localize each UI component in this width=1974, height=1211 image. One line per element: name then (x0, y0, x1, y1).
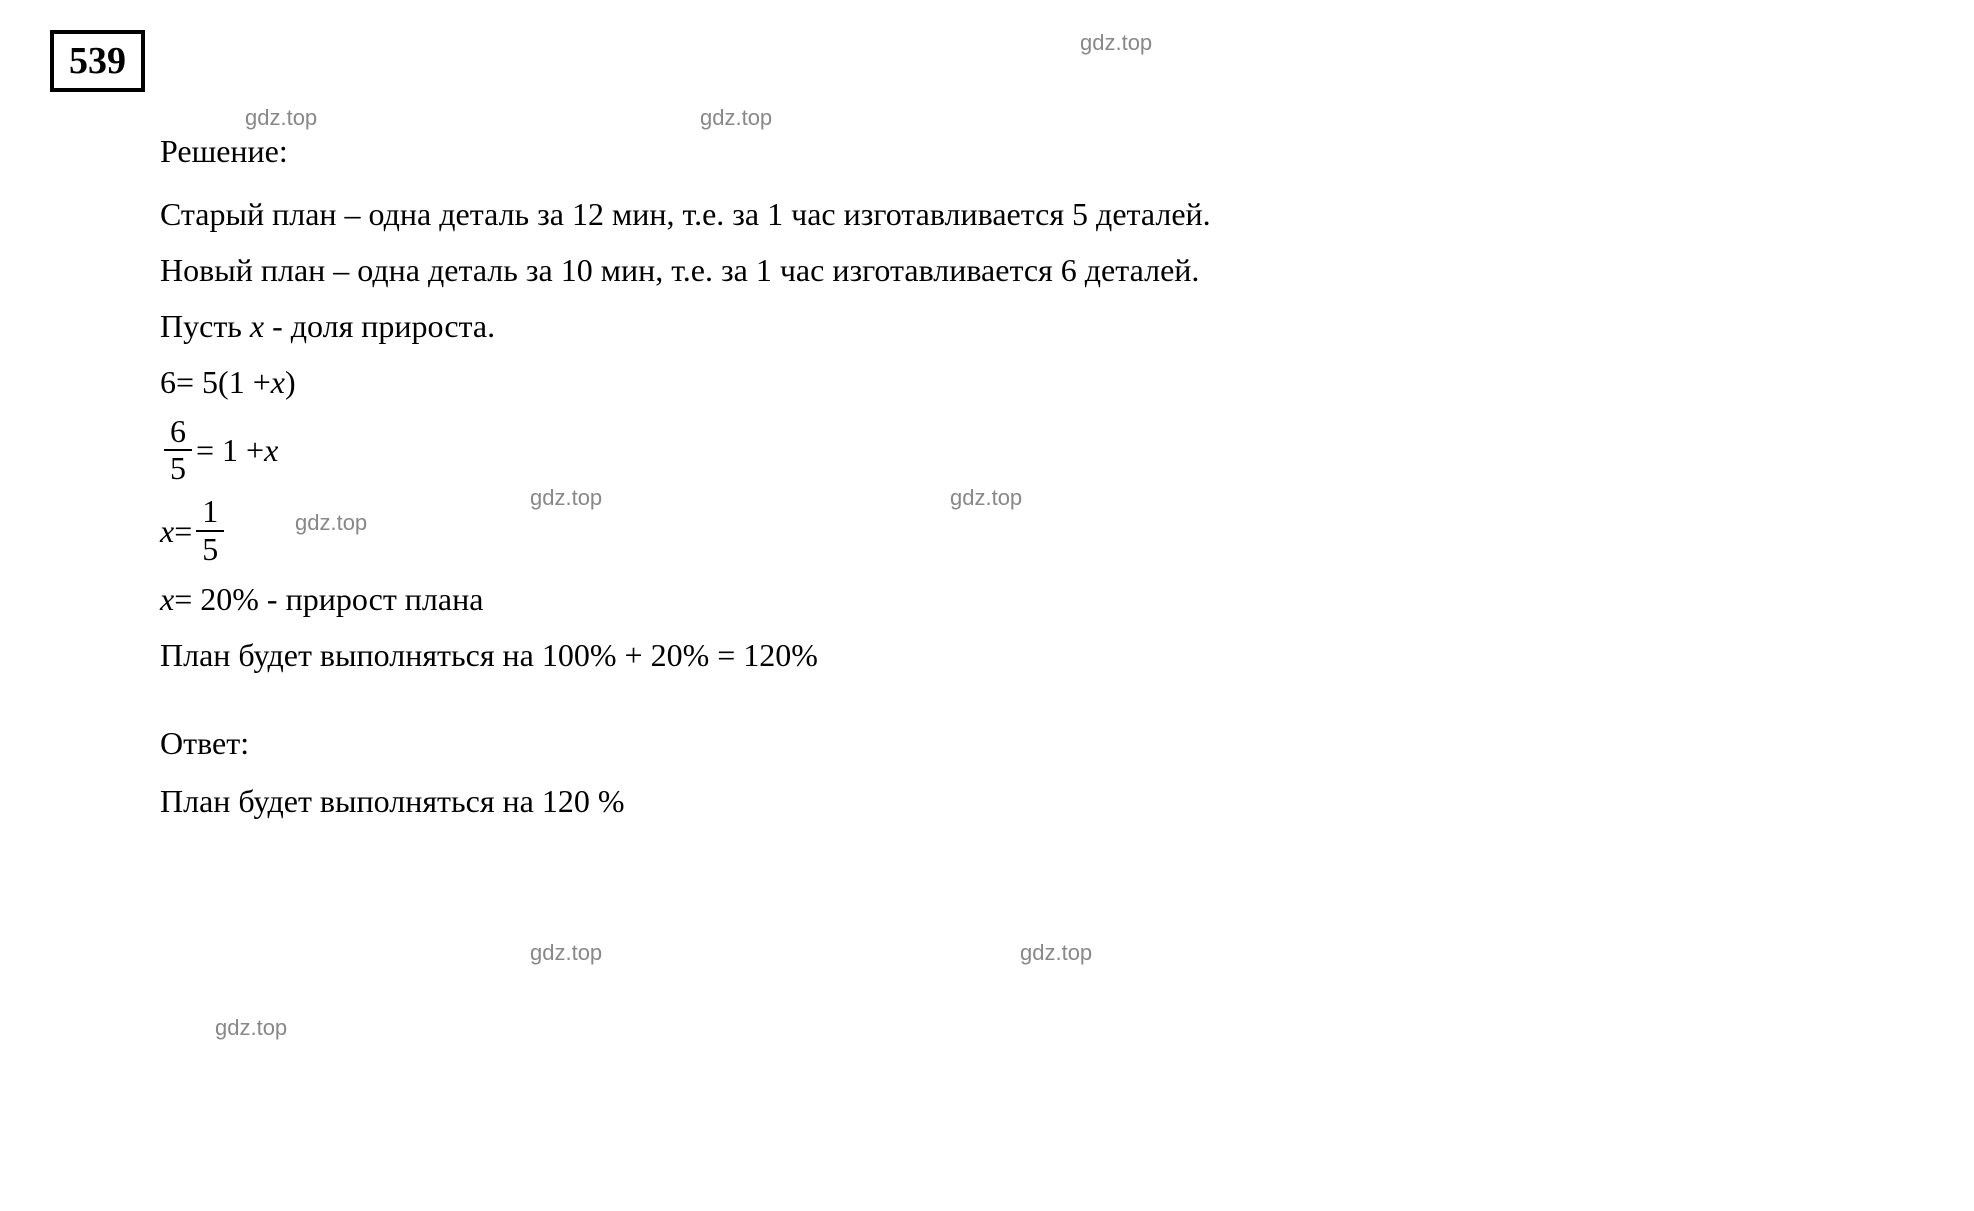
eq3-var: x (160, 507, 174, 555)
watermark: gdz.top (1080, 30, 1152, 56)
fraction-num: 1 (196, 494, 224, 531)
let-prefix: Пусть (160, 308, 250, 344)
equation-1: 6 = 5(1 + x) (160, 358, 1924, 406)
variable-x: x (250, 308, 264, 344)
eq4-mid: = 20% - прирост плана (174, 575, 483, 623)
problem-number-box: 539 (50, 30, 145, 92)
eq2-var: x (264, 426, 278, 474)
eq1-var: x (271, 358, 285, 406)
fraction-6-5: 6 5 (164, 414, 192, 486)
solution-label: Решение: (160, 127, 1924, 175)
text-line-old-plan: Старый план – одна деталь за 12 мин, т.е… (160, 190, 1924, 238)
fraction-den: 5 (164, 451, 192, 486)
watermark: gdz.top (215, 1015, 287, 1041)
fraction-num: 6 (164, 414, 192, 451)
let-suffix: - доля прироста. (264, 308, 495, 344)
fraction-den: 5 (196, 532, 224, 567)
equation-4: x = 20% - прирост плана (160, 575, 1924, 623)
problem-number: 539 (69, 40, 126, 82)
text-line-let: Пусть x - доля прироста. (160, 302, 1924, 350)
eq1-lhs: 6 (160, 358, 176, 406)
watermark: gdz.top (530, 940, 602, 966)
answer-text: План будет выполняться на 120 % (160, 777, 1924, 825)
eq2-mid: = 1 + (196, 426, 264, 474)
eq3-mid: = (174, 507, 192, 555)
solution-content: Решение: Старый план – одна деталь за 12… (160, 127, 1924, 825)
fraction-1-5: 1 5 (196, 494, 224, 566)
watermark: gdz.top (1020, 940, 1092, 966)
answer-label: Ответ: (160, 719, 1924, 767)
eq1-mid: = 5(1 + (176, 358, 271, 406)
equation-2: 6 5 = 1 + x (160, 414, 1924, 486)
text-line-plan-result: План будет выполняться на 100% + 20% = 1… (160, 631, 1924, 679)
eq4-var: x (160, 575, 174, 623)
eq1-rhs: ) (285, 358, 296, 406)
equation-3: x = 1 5 (160, 494, 1924, 566)
text-line-new-plan: Новый план – одна деталь за 10 мин, т.е.… (160, 246, 1924, 294)
